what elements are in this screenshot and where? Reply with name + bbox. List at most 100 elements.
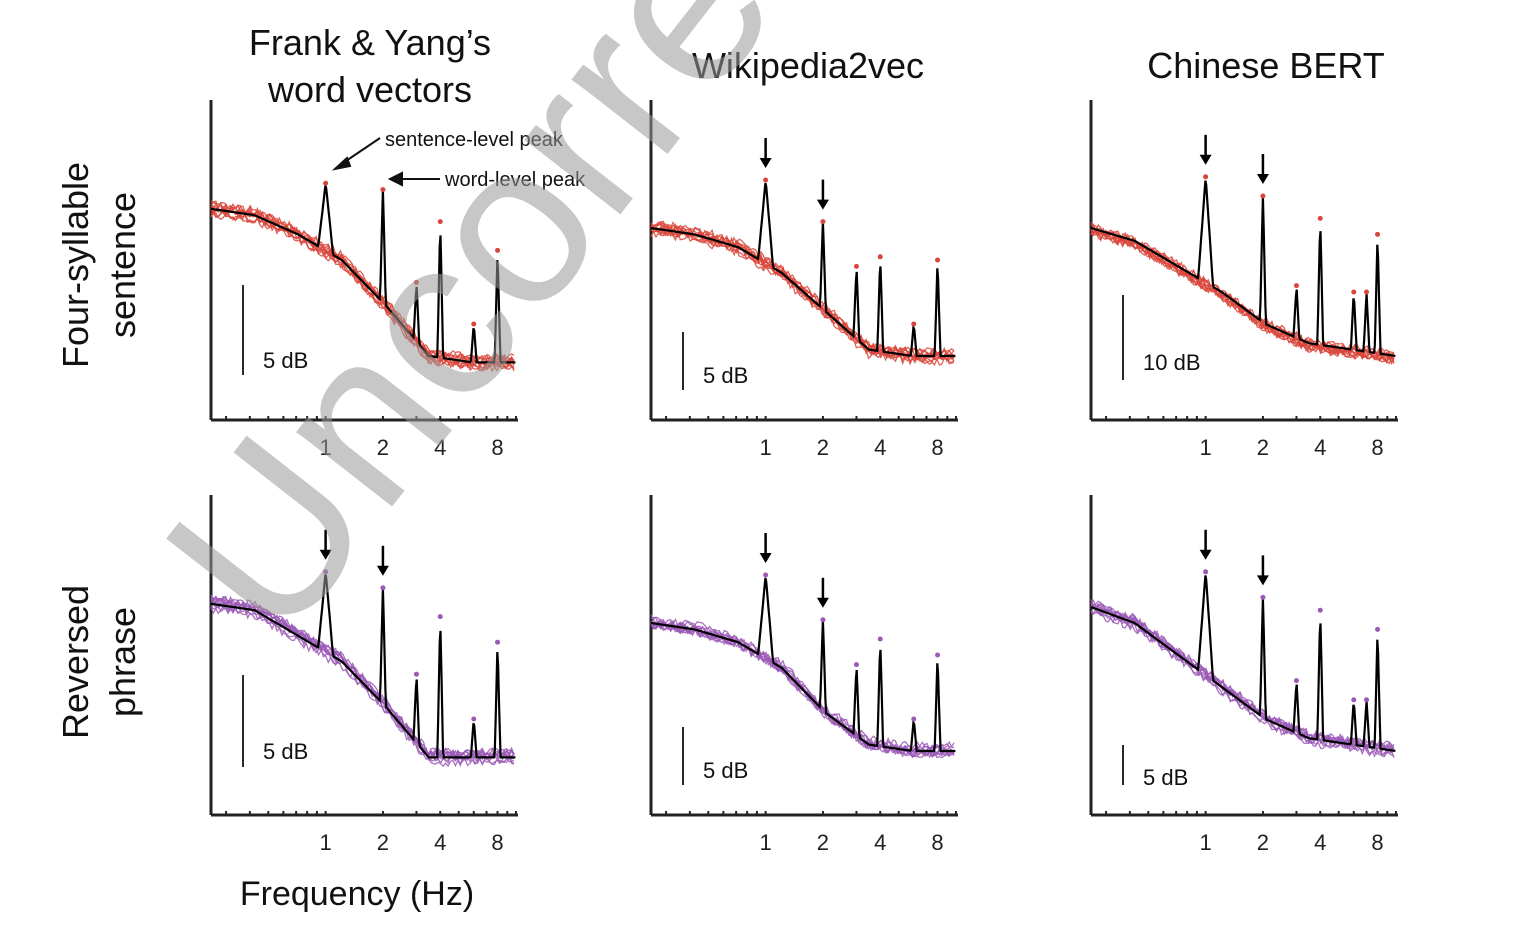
- scale-bar-label-r2c1: 5 dB: [263, 739, 308, 764]
- mean-trace-r1c2: [650, 182, 956, 358]
- annotation-arrows: [331, 137, 440, 187]
- trace-r1c2-8: [650, 229, 955, 366]
- x-tick-label-r2c1-8: 8: [491, 830, 503, 855]
- arrow-head-r1c3-2hz: [1256, 174, 1269, 184]
- peak-marker-r1c1-1hz: [323, 180, 329, 186]
- mean-trace-r1c3: [1090, 180, 1396, 357]
- peak-marker-r2c3-3hz: [1293, 678, 1299, 684]
- peak-marker-r2c3-6hz: [1351, 697, 1357, 703]
- scale-bar-label-r2c3: 5 dB: [1143, 765, 1188, 790]
- peak-marker-r2c2-4hz: [877, 636, 883, 642]
- column-title-2: Wikipedia2vec: [692, 45, 924, 86]
- word-peak-annotation: word-level peak: [444, 169, 586, 191]
- peak-marker-r2c3-8hz: [1375, 626, 1381, 632]
- peak-marker-r1c2-3hz: [853, 263, 859, 269]
- peak-marker-r1c3-6hz: [1351, 289, 1357, 295]
- peak-marker-r1c2-2hz: [820, 219, 826, 225]
- trace-r2c2-8: [650, 614, 955, 751]
- peak-marker-r1c1-3hz: [413, 279, 419, 285]
- peak-marker-r2c2-1hz: [763, 572, 769, 578]
- mean-trace-r2c1: [210, 574, 516, 759]
- peak-marker-r1c2-4hz: [877, 254, 883, 260]
- peak-marker-r2c3-7hz: [1364, 697, 1370, 703]
- scale-bar-label-r2c2: 5 dB: [703, 758, 748, 783]
- row-label-2-line-2: phrase: [102, 607, 143, 717]
- panels-group: 1 2 4 8 5 dB 1 2 4 8 5 dB 1 2 4 8 10 dB 1 2 4 8 5 dB 1 2 4 8 5 d…: [209, 100, 1398, 855]
- trace-r1c3-9: [1090, 223, 1395, 359]
- trace-r2c1-8: [210, 594, 515, 758]
- scale-bar-label-r1c2: 5 dB: [703, 363, 748, 388]
- trace-r2c3-3: [1090, 599, 1395, 750]
- peak-marker-r2c3-1hz: [1203, 569, 1209, 575]
- peak-marker-r2c1-6hz: [471, 716, 477, 722]
- uncorrected-watermark: Uncorrected: [116, 0, 1090, 680]
- peak-marker-r2c3-2hz: [1260, 594, 1266, 600]
- peak-marker-r2c1-3hz: [413, 671, 419, 677]
- trace-r2c3-5: [1090, 602, 1395, 753]
- scale-bar-label-r1c1: 5 dB: [263, 348, 308, 373]
- peak-marker-r1c3-2hz: [1260, 193, 1266, 199]
- arrow-head-r1c3-1hz: [1199, 154, 1212, 165]
- peak-marker-r1c1-6hz: [471, 321, 477, 327]
- x-tick-label-r1c3-2: 2: [1257, 435, 1269, 460]
- arrow-head-r2c1-1hz: [319, 549, 332, 560]
- x-tick-label-r2c2-1: 1: [759, 830, 771, 855]
- x-axis-label: Frequency (Hz): [240, 875, 474, 913]
- peak-marker-r2c1-1hz: [323, 569, 329, 575]
- peak-marker-r2c1-4hz: [437, 614, 443, 620]
- trace-r1c3-2: [1090, 229, 1395, 365]
- arrow-head-r2c1-2hz: [376, 565, 389, 576]
- column-title-1-line-2: word vectors: [267, 69, 472, 110]
- x-tick-label-r1c1-8: 8: [491, 435, 503, 460]
- trace-r1c3-6: [1090, 229, 1395, 363]
- scale-bar-label-r1c3: 10 dB: [1143, 350, 1201, 375]
- mean-trace-r2c3: [1090, 575, 1396, 752]
- x-tick-label-r2c3-4: 4: [1314, 830, 1326, 855]
- mean-trace-r1c1: [210, 185, 516, 364]
- arrow-head-r1c2-2hz: [816, 199, 829, 210]
- x-tick-label-r2c2-4: 4: [874, 830, 886, 855]
- peak-marker-r2c1-8hz: [495, 639, 501, 645]
- x-tick-label-r1c3-1: 1: [1199, 435, 1211, 460]
- row-label-1-line-1: Four-syllable: [55, 162, 96, 368]
- peak-marker-r1c3-4hz: [1317, 215, 1323, 221]
- arrow-head-r1c2-1hz: [759, 158, 772, 168]
- trace-r1c2-9: [650, 221, 955, 358]
- x-tick-label-r1c1-4: 4: [434, 435, 446, 460]
- trace-r1c2-7: [650, 225, 955, 363]
- x-tick-label-r1c2-4: 4: [874, 435, 886, 460]
- trace-r1c3-8: [1090, 229, 1395, 365]
- trace-r2c3-2: [1090, 610, 1395, 758]
- x-tick-label-r2c3-1: 1: [1199, 830, 1211, 855]
- peak-marker-r1c3-1hz: [1203, 174, 1209, 180]
- x-tick-label-r1c2-8: 8: [931, 435, 943, 460]
- x-tick-label-r2c3-8: 8: [1371, 830, 1383, 855]
- x-tick-label-r1c1-1: 1: [319, 435, 331, 460]
- mean-trace-r2c2: [650, 577, 956, 753]
- row-label-2-line-1: Reversed: [55, 585, 96, 739]
- peak-marker-r1c3-8hz: [1375, 231, 1381, 237]
- x-tick-label-r2c1-4: 4: [434, 830, 446, 855]
- arrow-head-r2c2-2hz: [816, 597, 829, 608]
- trace-r1c1-8: [210, 208, 515, 373]
- trace-r2c2-7: [650, 617, 955, 755]
- peak-marker-r2c2-8hz: [935, 652, 941, 658]
- x-tick-label-r1c2-2: 2: [817, 435, 829, 460]
- peak-marker-r1c1-8hz: [495, 247, 501, 253]
- trace-r2c1-10: [210, 606, 515, 768]
- peak-marker-r1c2-6hz: [911, 321, 917, 327]
- x-tick-label-r1c1-2: 2: [377, 435, 389, 460]
- x-tick-label-r1c3-8: 8: [1371, 435, 1383, 460]
- peak-marker-r1c3-3hz: [1293, 283, 1299, 289]
- arrow-head-r2c3-2hz: [1256, 575, 1269, 586]
- arrow-head-r2c3-1hz: [1199, 549, 1212, 560]
- x-tick-label-r2c1-2: 2: [377, 830, 389, 855]
- trace-r2c3-1: [1090, 604, 1395, 755]
- x-tick-label-r1c3-4: 4: [1314, 435, 1326, 460]
- peak-marker-r1c2-1hz: [763, 177, 769, 183]
- x-tick-label-r2c1-1: 1: [319, 830, 331, 855]
- peak-marker-r1c3-7hz: [1364, 289, 1370, 295]
- sentence-peak-annotation: sentence-level peak: [385, 129, 564, 151]
- peak-marker-r2c3-4hz: [1317, 607, 1323, 613]
